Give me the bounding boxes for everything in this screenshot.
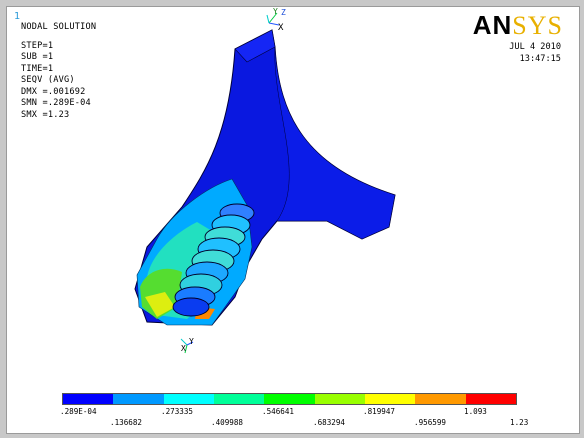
bottom-triad-x-label: X: [181, 344, 186, 353]
logo-accent: SYS: [512, 11, 563, 40]
legend-label: .136682: [110, 418, 143, 427]
legend-swatch: [364, 394, 416, 404]
model-arm-face: [274, 46, 396, 240]
ansys-logo: ANSYS: [473, 10, 563, 41]
stress-region-yellow: [145, 292, 175, 317]
legend-label: .289E-04: [60, 407, 97, 416]
info-sub: SUB =1: [21, 52, 54, 62]
legend-label: .546641: [262, 407, 295, 416]
info-smx: SMX =1.23: [21, 109, 70, 120]
legend-label: .956599: [414, 418, 447, 427]
legend-labels: .289E-04 .273335 .546641 .819947 1.093 .…: [60, 405, 528, 431]
info-dmx: DMX =.001692: [21, 86, 86, 97]
info-time: TIME=1: [21, 63, 54, 74]
legend-swatch: [113, 394, 164, 404]
legend-swatch: [264, 394, 315, 404]
legend-swatch: [415, 394, 466, 404]
timestamp-block: JUL 4 2010 13:47:15: [509, 42, 561, 65]
legend-label: .409988: [211, 418, 244, 427]
fem-model-plot[interactable]: [7, 7, 579, 433]
legend-label: .683294: [313, 418, 346, 427]
legend-label: 1.23: [510, 418, 529, 427]
contour-legend: .289E-04 .273335 .546641 .819947 1.093 .…: [60, 393, 528, 431]
top-triad: [266, 12, 280, 26]
top-triad-x-label: X: [278, 23, 284, 33]
legend-swatch: [465, 394, 516, 404]
graphics-canvas[interactable]: 1 NODAL SOLUTION STEP=1 SUB =1 TIME=1 SE…: [6, 6, 580, 434]
solution-title: NODAL SOLUTION: [21, 22, 97, 32]
info-smn: SMN =.289E-04: [21, 98, 91, 108]
date-label: JUL 4 2010: [509, 42, 561, 52]
top-triad-y-label: Y: [273, 7, 278, 16]
legend-label: .273335: [161, 407, 194, 416]
legend-swatch: [63, 394, 114, 404]
legend-swatch: [213, 394, 265, 404]
logo-main: AN: [472, 10, 513, 40]
info-result-type: SEQV (AVG): [21, 75, 75, 85]
solution-info-block: NODAL SOLUTION STEP=1 SUB =1 TIME=1 SEQV…: [21, 22, 96, 121]
legend-label: .819947: [363, 407, 396, 416]
bottom-triad-y-label: Y: [189, 337, 194, 346]
window-number: 1: [14, 11, 21, 22]
top-triad-z-label: Z: [281, 8, 286, 17]
time-label: 13:47:15: [519, 53, 561, 64]
threaded-bore: [172, 203, 255, 317]
legend-swatch: [314, 394, 365, 404]
legend-color-bar: [62, 393, 517, 405]
info-step: STEP=1: [21, 40, 54, 51]
legend-swatch: [163, 394, 214, 404]
bottom-triad: [180, 338, 194, 354]
legend-label: 1.093: [464, 407, 487, 416]
